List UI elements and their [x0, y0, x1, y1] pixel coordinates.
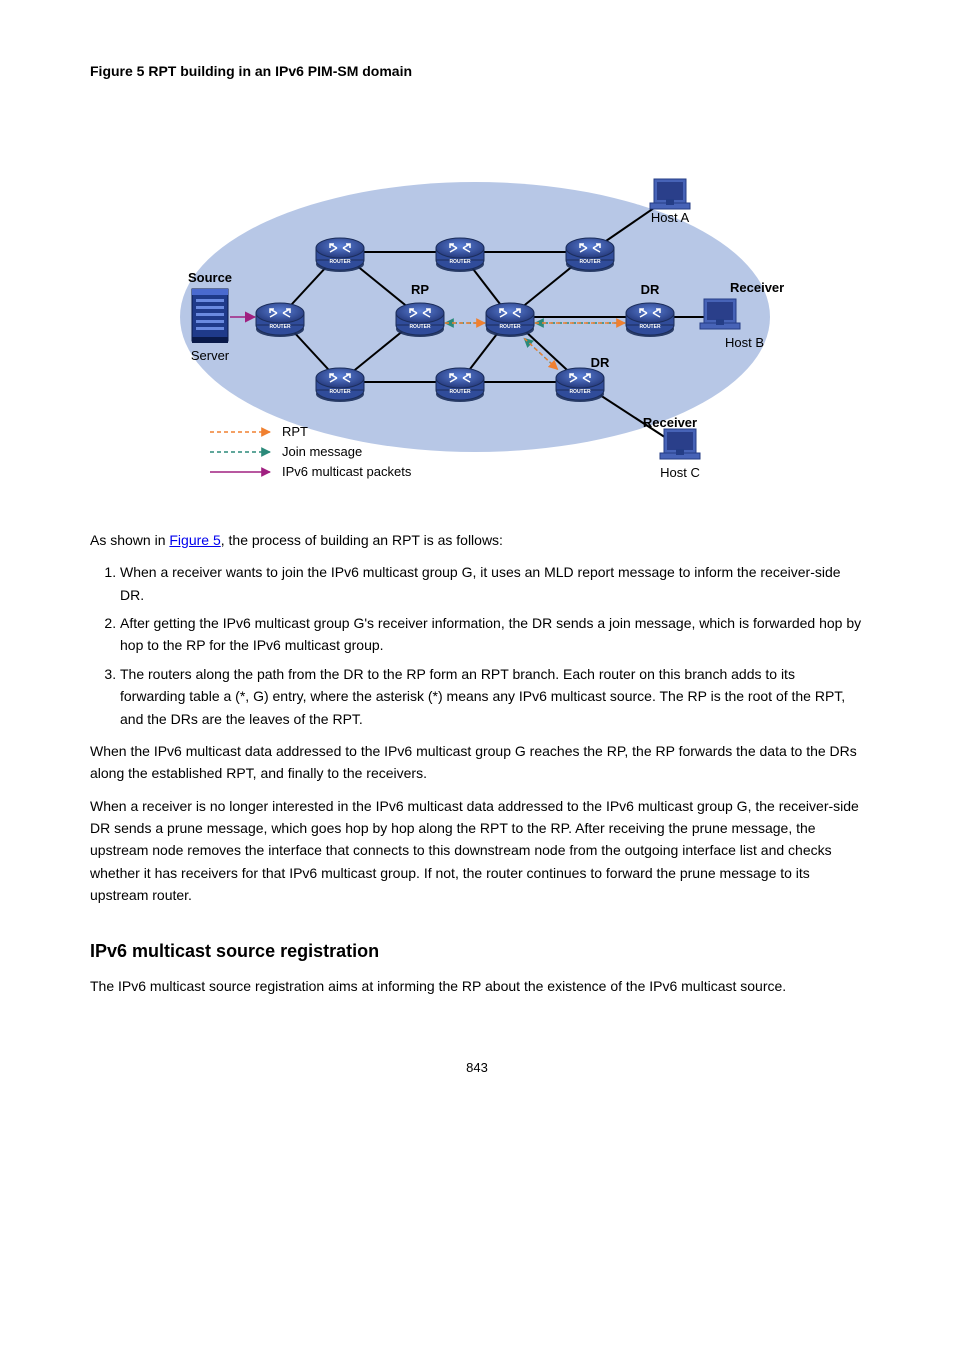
steps-list: When a receiver wants to join the IPv6 m… — [90, 561, 864, 730]
svg-text:Receiver: Receiver — [643, 415, 697, 430]
figure-5-link[interactable]: Figure 5 — [169, 532, 220, 548]
svg-text:DR: DR — [591, 355, 610, 370]
svg-text:Host B: Host B — [725, 335, 764, 350]
svg-text:RP: RP — [411, 282, 429, 297]
svg-text:Receiver: Receiver — [730, 280, 784, 295]
svg-text:RPT: RPT — [282, 424, 308, 439]
paragraph: When a receiver is no longer interested … — [90, 795, 864, 907]
paragraph-intro: As shown in Figure 5, the process of bui… — [90, 529, 864, 551]
network-diagram: ROUTER ROUTER ROUTER ROUTER ROUTER ROUTER ROUT… — [90, 92, 864, 508]
svg-text:ROUTER: ROUTER — [409, 324, 431, 330]
svg-text:IPv6 multicast packets: IPv6 multicast packets — [282, 464, 412, 479]
figure-title: Figure 5 RPT building in an IPv6 PIM-SM … — [90, 60, 864, 82]
page-number: 843 — [90, 1058, 864, 1079]
svg-text:Host A: Host A — [651, 210, 690, 225]
svg-text:ROUTER: ROUTER — [639, 324, 661, 330]
svg-text:Server: Server — [191, 348, 230, 363]
svg-text:ROUTER: ROUTER — [269, 324, 291, 330]
paragraph: When the IPv6 multicast data addressed t… — [90, 740, 864, 785]
svg-text:DR: DR — [641, 282, 660, 297]
svg-text:Host C: Host C — [660, 465, 700, 480]
section-title: IPv6 multicast source registration — [90, 937, 864, 966]
svg-text:ROUTER: ROUTER — [569, 389, 591, 395]
list-item: When a receiver wants to join the IPv6 m… — [120, 561, 864, 606]
svg-text:ROUTER: ROUTER — [329, 259, 351, 265]
svg-text:Source: Source — [188, 270, 232, 285]
list-item: After getting the IPv6 multicast group G… — [120, 612, 864, 657]
svg-text:ROUTER: ROUTER — [449, 259, 471, 265]
svg-text:Join message: Join message — [282, 444, 362, 459]
paragraph: The IPv6 multicast source registration a… — [90, 975, 864, 997]
svg-text:ROUTER: ROUTER — [579, 259, 601, 265]
svg-text:ROUTER: ROUTER — [329, 389, 351, 395]
svg-text:ROUTER: ROUTER — [499, 324, 521, 330]
list-item: The routers along the path from the DR t… — [120, 663, 864, 730]
svg-text:ROUTER: ROUTER — [449, 389, 471, 395]
